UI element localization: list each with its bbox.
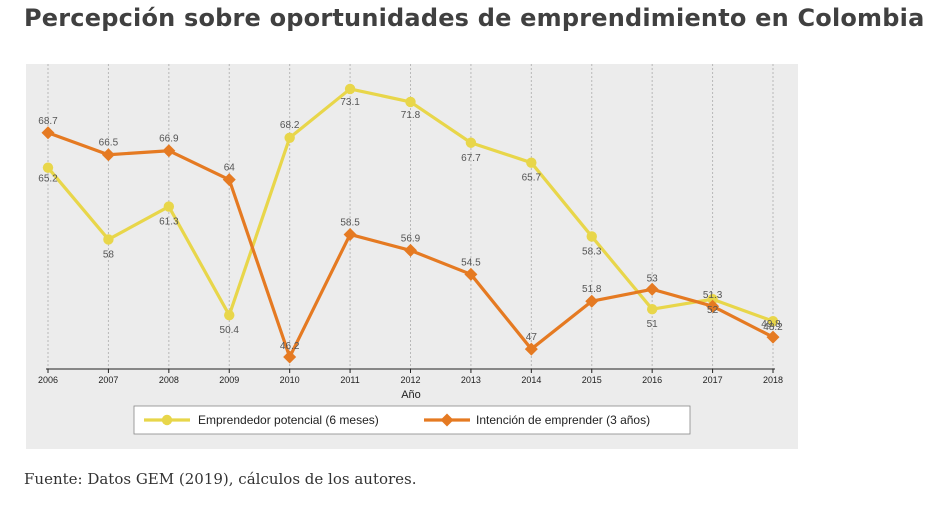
data-label-intencion-emprender-2012: 56.9 [401, 233, 421, 244]
data-label-emprendedor-potencial-2010: 68.2 [280, 120, 300, 131]
x-axis-title: Año [401, 389, 421, 401]
data-label-intencion-emprender-2011: 58.5 [340, 217, 360, 228]
x-tick-label-2010: 2010 [280, 375, 300, 385]
data-label-intencion-emprender-2009: 64 [224, 163, 236, 174]
data-label-emprendedor-potencial-2009: 50.4 [220, 325, 240, 336]
point-emprendedor-potencial-2016 [646, 304, 658, 315]
data-label-emprendedor-potencial-2007: 58 [103, 249, 115, 260]
point-intencion-emprender-2016 [645, 282, 659, 296]
x-tick-label-2017: 2017 [703, 375, 723, 385]
legend-label-emprendedor-potencial: Emprendedor potencial (6 meses) [198, 413, 379, 427]
data-label-emprendedor-potencial-2017: 52 [707, 305, 719, 316]
gridlines [47, 64, 774, 369]
point-intencion-emprender-2011 [343, 227, 357, 241]
source-note: Fuente: Datos GEM (2019), cálculos de lo… [24, 470, 417, 488]
data-label-emprendedor-potencial-2014: 65.7 [522, 173, 542, 184]
point-emprendedor-potencial-2008 [163, 201, 175, 212]
data-label-intencion-emprender-2007: 66.5 [99, 138, 119, 149]
x-tick-label-2011: 2011 [340, 375, 359, 385]
x-tick-label-2013: 2013 [461, 375, 481, 385]
data-label-emprendedor-potencial-2011: 73.1 [340, 97, 360, 108]
legend: Emprendedor potencial (6 meses) Intención… [133, 405, 691, 435]
point-intencion-emprender-2008 [162, 144, 176, 158]
x-tick-label-2015: 2015 [582, 375, 602, 385]
point-emprendedor-potencial-2017 [707, 294, 718, 305]
data-label-intencion-emprender-2010: 46.2 [280, 341, 300, 352]
legend-label-intencion-emprender: Intención de emprender (3 años) [476, 413, 650, 427]
point-emprendedor-potencial-2018 [767, 315, 779, 327]
data-label-emprendedor-potencial-2012: 71.8 [401, 110, 421, 121]
x-tick-label-2008: 2008 [159, 375, 179, 385]
data-label-intencion-emprender-2013: 54.5 [461, 257, 481, 268]
point-emprendedor-potencial-2010 [284, 132, 295, 143]
x-tick-label-2009: 2009 [219, 375, 239, 385]
data-label-emprendedor-potencial-2008: 61.3 [159, 217, 179, 228]
point-intencion-emprender-2012 [404, 243, 417, 257]
point-intencion-emprender-2007 [101, 148, 115, 162]
data-label-intencion-emprender-2014: 47 [526, 332, 538, 343]
x-tick-label-2012: 2012 [400, 375, 420, 385]
x-tick-label-2018: 2018 [763, 375, 783, 385]
chart-panel: Año 2006 2007 2008 2009 2010 2011 2012 2013 2014… [26, 64, 798, 449]
page-title: Percepción sobre oportunidades de empren… [24, 4, 925, 32]
data-label-emprendedor-potencial-2016: 51 [647, 319, 659, 330]
x-tick-label-2016: 2016 [642, 375, 662, 385]
point-intencion-emprender-2010 [283, 350, 297, 364]
data-label-intencion-emprender-2008: 66.9 [159, 134, 179, 145]
point-emprendedor-potencial-2015 [586, 231, 597, 242]
data-label-intencion-emprender-2018: 48.2 [763, 322, 783, 333]
point-intencion-emprender-2018 [766, 330, 780, 344]
x-tick-label-2014: 2014 [521, 375, 541, 385]
point-emprendedor-potencial-2012 [405, 96, 416, 108]
point-emprendedor-potencial-2009 [224, 309, 235, 321]
point-emprendedor-potencial-2006 [42, 162, 54, 173]
point-intencion-emprender-2014 [524, 342, 538, 356]
data-label-intencion-emprender-2017: 51.3 [703, 290, 723, 301]
data-labels: 65.2 58 61.3 50.4 68.2 73.1 71.8 67.7 65.7 58.3 51… [38, 97, 783, 352]
x-tick-label-2007: 2007 [98, 375, 118, 385]
point-intencion-emprender-2013 [464, 267, 478, 281]
line-chart: Año 2006 2007 2008 2009 2010 2011 2012 2013 2014… [38, 64, 783, 435]
point-intencion-emprender-2006 [41, 126, 55, 140]
data-label-intencion-emprender-2006: 68.7 [38, 116, 58, 127]
point-intencion-emprender-2017 [706, 299, 720, 313]
point-emprendedor-potencial-2013 [465, 137, 477, 148]
legend-marker-intencion-emprender [440, 413, 454, 427]
data-label-intencion-emprender-2016: 53 [647, 273, 659, 284]
x-axis: Año 2006 2007 2008 2009 2010 2011 2012 2013 2014… [38, 368, 783, 401]
data-label-emprendedor-potencial-2006: 65.2 [38, 174, 58, 185]
x-tick-label-2006: 2006 [38, 375, 58, 385]
point-emprendedor-potencial-2007 [103, 234, 114, 245]
data-label-emprendedor-potencial-2018: 49.8 [761, 319, 781, 330]
data-label-emprendedor-potencial-2013: 67.7 [461, 153, 481, 164]
point-intencion-emprender-2015 [585, 294, 599, 308]
point-emprendedor-potencial-2011 [344, 83, 356, 95]
data-label-emprendedor-potencial-2015: 58.3 [582, 246, 602, 257]
point-emprendedor-potencial-2014 [526, 157, 537, 168]
point-intencion-emprender-2009 [222, 173, 236, 187]
legend-marker-emprendedor-potencial [161, 414, 173, 426]
series-layer [41, 83, 780, 364]
data-label-intencion-emprender-2015: 51.8 [582, 284, 602, 295]
legend-box [133, 405, 691, 435]
